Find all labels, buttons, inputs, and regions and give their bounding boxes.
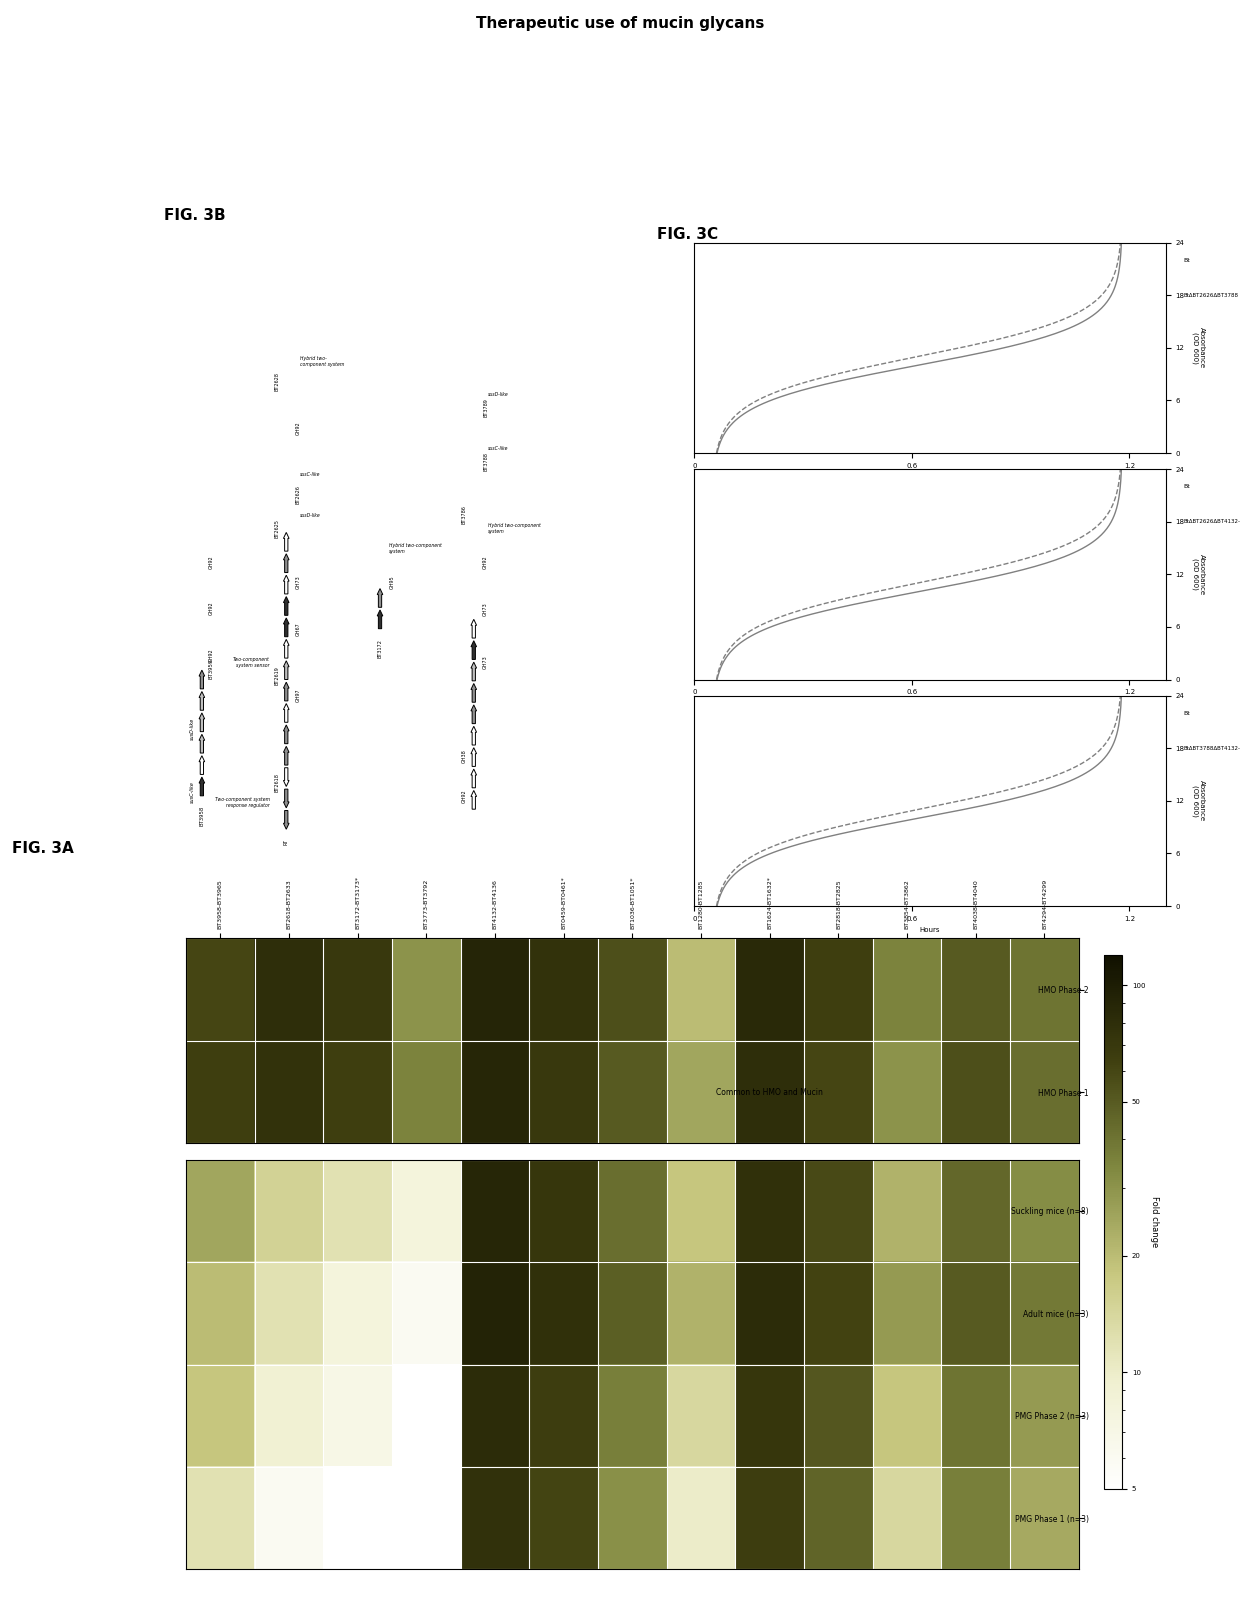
Text: BT2628: BT2628 [274, 372, 279, 392]
Text: GH73: GH73 [295, 574, 300, 589]
Text: BT3172: BT3172 [377, 639, 382, 657]
FancyArrow shape [284, 790, 289, 807]
Text: GH95: GH95 [389, 574, 394, 589]
FancyArrow shape [284, 639, 289, 659]
Text: BT2619: BT2619 [274, 667, 279, 684]
FancyArrow shape [284, 704, 289, 722]
Text: GH92: GH92 [295, 421, 300, 435]
X-axis label: Hours: Hours [920, 927, 940, 934]
Text: Hybrid two-component
system: Hybrid two-component system [389, 544, 443, 553]
Y-axis label: Absorbance
(OD 600): Absorbance (OD 600) [1192, 780, 1205, 822]
Text: susC-like: susC-like [487, 445, 508, 451]
FancyArrow shape [200, 691, 205, 710]
FancyArrow shape [471, 620, 476, 637]
Text: Common to HMO and Mucin: Common to HMO and Mucin [717, 1087, 823, 1097]
FancyArrow shape [471, 662, 476, 681]
Text: FIG. 3A: FIG. 3A [12, 841, 74, 856]
Text: RT: RT [284, 840, 289, 845]
Text: Hybrid two-
component system: Hybrid two- component system [300, 356, 345, 367]
Text: Two-component
system sensor: Two-component system sensor [233, 657, 270, 668]
FancyArrow shape [471, 791, 476, 809]
FancyArrow shape [471, 726, 476, 744]
FancyArrow shape [200, 777, 205, 796]
Text: GH92: GH92 [208, 649, 215, 662]
Text: GH92: GH92 [461, 790, 466, 803]
Text: Bt: Bt [1184, 710, 1190, 715]
FancyArrow shape [284, 683, 289, 701]
FancyArrow shape [284, 597, 289, 615]
Text: BT2625: BT2625 [274, 519, 279, 537]
Text: GH73: GH73 [484, 602, 489, 615]
Text: BtΔBT2626ΔBT4132-BT4136: BtΔBT2626ΔBT4132-BT4136 [1184, 519, 1240, 524]
FancyArrow shape [284, 746, 289, 765]
FancyArrow shape [284, 725, 289, 744]
Text: Bt: Bt [1184, 484, 1190, 489]
Text: Hybrid two-component
system: Hybrid two-component system [487, 523, 541, 534]
FancyArrow shape [284, 553, 289, 573]
FancyArrow shape [284, 532, 289, 552]
Text: BT2618: BT2618 [274, 773, 279, 791]
Text: BT3788: BT3788 [484, 451, 489, 471]
Text: susD-like: susD-like [487, 392, 508, 396]
FancyArrow shape [200, 756, 205, 775]
FancyArrow shape [200, 714, 205, 731]
Text: BT3959: BT3959 [208, 659, 215, 680]
Text: GH97: GH97 [295, 689, 300, 702]
Text: FIG. 3C: FIG. 3C [657, 227, 718, 241]
FancyArrow shape [377, 589, 383, 607]
FancyArrow shape [471, 683, 476, 702]
Text: GH92: GH92 [484, 555, 489, 568]
Text: susD-like: susD-like [300, 513, 321, 518]
FancyArrow shape [471, 748, 476, 767]
Text: susC-like: susC-like [300, 472, 321, 477]
FancyArrow shape [377, 610, 383, 629]
Text: Two-component system
response regulator: Two-component system response regulator [215, 798, 270, 807]
FancyArrow shape [284, 618, 289, 637]
Y-axis label: Absorbance
(OD 600): Absorbance (OD 600) [1192, 327, 1205, 369]
Text: GH92: GH92 [208, 555, 215, 568]
FancyArrow shape [284, 576, 289, 594]
FancyArrow shape [471, 705, 476, 723]
Text: BT3958: BT3958 [200, 806, 205, 827]
FancyArrow shape [200, 735, 205, 752]
Text: GH73: GH73 [484, 655, 489, 668]
FancyArrow shape [284, 769, 289, 786]
FancyArrow shape [471, 769, 476, 788]
Text: BtΔBT3788ΔBT4132-BT4136: BtΔBT3788ΔBT4132-BT4136 [1184, 746, 1240, 751]
Y-axis label: Absorbance
(OD 600): Absorbance (OD 600) [1192, 553, 1205, 595]
Text: susC-like: susC-like [190, 781, 195, 804]
Text: FIG. 3B: FIG. 3B [165, 207, 226, 223]
Text: Bt: Bt [1184, 257, 1190, 262]
Text: susD-like: susD-like [190, 718, 195, 739]
FancyArrow shape [284, 660, 289, 680]
Text: BT3786: BT3786 [461, 505, 466, 524]
Text: GH38: GH38 [461, 749, 466, 762]
Text: Therapeutic use of mucin glycans: Therapeutic use of mucin glycans [476, 16, 764, 31]
FancyArrow shape [471, 641, 476, 660]
Text: BT2626: BT2626 [295, 485, 300, 505]
FancyArrow shape [200, 670, 205, 689]
Text: BtΔBT2626ΔBT3788: BtΔBT2626ΔBT3788 [1184, 293, 1239, 298]
FancyArrow shape [284, 811, 289, 830]
Text: GH92: GH92 [208, 602, 215, 615]
Text: BT3789: BT3789 [484, 398, 489, 417]
Y-axis label: Fold change: Fold change [1151, 1196, 1159, 1247]
Text: GH67: GH67 [295, 621, 300, 636]
